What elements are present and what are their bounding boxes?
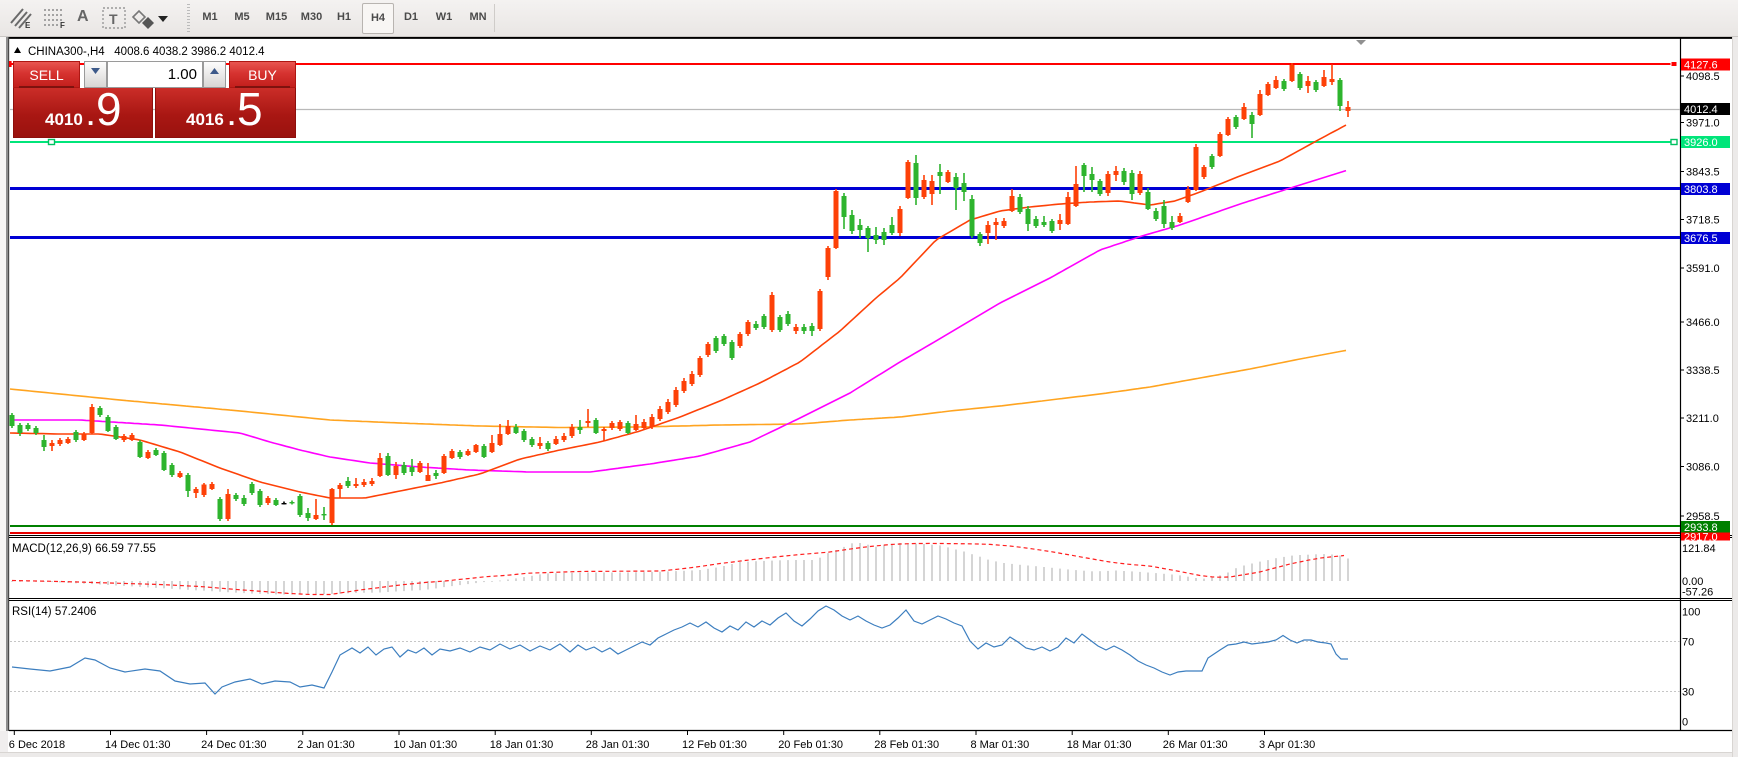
svg-text:121.84: 121.84 <box>1682 543 1716 555</box>
svg-text:F: F <box>60 21 65 29</box>
svg-text:8 Mar 01:30: 8 Mar 01:30 <box>971 739 1030 751</box>
svg-text:4012.4: 4012.4 <box>1684 104 1718 116</box>
svg-text:2917.0: 2917.0 <box>1684 532 1718 544</box>
svg-text:28 Feb 01:30: 28 Feb 01:30 <box>874 739 939 751</box>
svg-text:3971.0: 3971.0 <box>1686 118 1720 130</box>
svg-text:MACD(12,26,9) 66.59 77.55: MACD(12,26,9) 66.59 77.55 <box>12 543 156 555</box>
svg-text:100: 100 <box>1682 607 1700 619</box>
svg-text:24 Dec 01:30: 24 Dec 01:30 <box>201 739 266 751</box>
svg-text:4098.5: 4098.5 <box>1686 71 1720 83</box>
svg-text:6 Dec 2018: 6 Dec 2018 <box>9 739 65 751</box>
svg-text:3338.5: 3338.5 <box>1686 365 1720 377</box>
svg-text:30: 30 <box>1682 687 1694 699</box>
svg-text:3 Apr 01:30: 3 Apr 01:30 <box>1259 739 1315 751</box>
svg-text:3926.0: 3926.0 <box>1684 137 1718 149</box>
svg-text:14 Dec 01:30: 14 Dec 01:30 <box>105 739 170 751</box>
svg-text:2958.5: 2958.5 <box>1686 511 1720 523</box>
svg-text:28 Jan 01:30: 28 Jan 01:30 <box>586 739 650 751</box>
svg-text:18 Mar 01:30: 18 Mar 01:30 <box>1067 739 1132 751</box>
svg-text:70: 70 <box>1682 637 1694 649</box>
svg-text:3676.5: 3676.5 <box>1684 233 1718 245</box>
svg-text:CHINA300-,H4 4008.6 4038.2 3: CHINA300-,H4 4008.6 4038.2 3986.2 4012.4 <box>28 46 265 58</box>
svg-text:10 Jan 01:30: 10 Jan 01:30 <box>394 739 458 751</box>
svg-text:18 Jan 01:30: 18 Jan 01:30 <box>490 739 554 751</box>
svg-text:3803.8: 3803.8 <box>1684 184 1718 196</box>
svg-text:3086.0: 3086.0 <box>1686 462 1720 474</box>
svg-text:T: T <box>109 11 118 27</box>
svg-text:4127.6: 4127.6 <box>1684 60 1718 72</box>
svg-text:3466.0: 3466.0 <box>1686 317 1720 329</box>
svg-text:3591.0: 3591.0 <box>1686 263 1720 275</box>
svg-text:E: E <box>25 21 31 29</box>
svg-text:26 Mar 01:30: 26 Mar 01:30 <box>1163 739 1228 751</box>
svg-text:0.00: 0.00 <box>1682 576 1703 588</box>
svg-text:RSI(14) 57.2406: RSI(14) 57.2406 <box>12 606 96 618</box>
svg-text:3718.5: 3718.5 <box>1686 215 1720 227</box>
svg-text:0: 0 <box>1682 717 1688 729</box>
svg-text:-57.26: -57.26 <box>1682 587 1713 599</box>
svg-text:3211.0: 3211.0 <box>1686 413 1719 425</box>
svg-text:2933.8: 2933.8 <box>1684 522 1718 534</box>
svg-text:2 Jan 01:30: 2 Jan 01:30 <box>297 739 355 751</box>
svg-text:12 Feb 01:30: 12 Feb 01:30 <box>682 739 747 751</box>
svg-text:3843.5: 3843.5 <box>1686 167 1720 179</box>
svg-text:20 Feb 01:30: 20 Feb 01:30 <box>778 739 843 751</box>
